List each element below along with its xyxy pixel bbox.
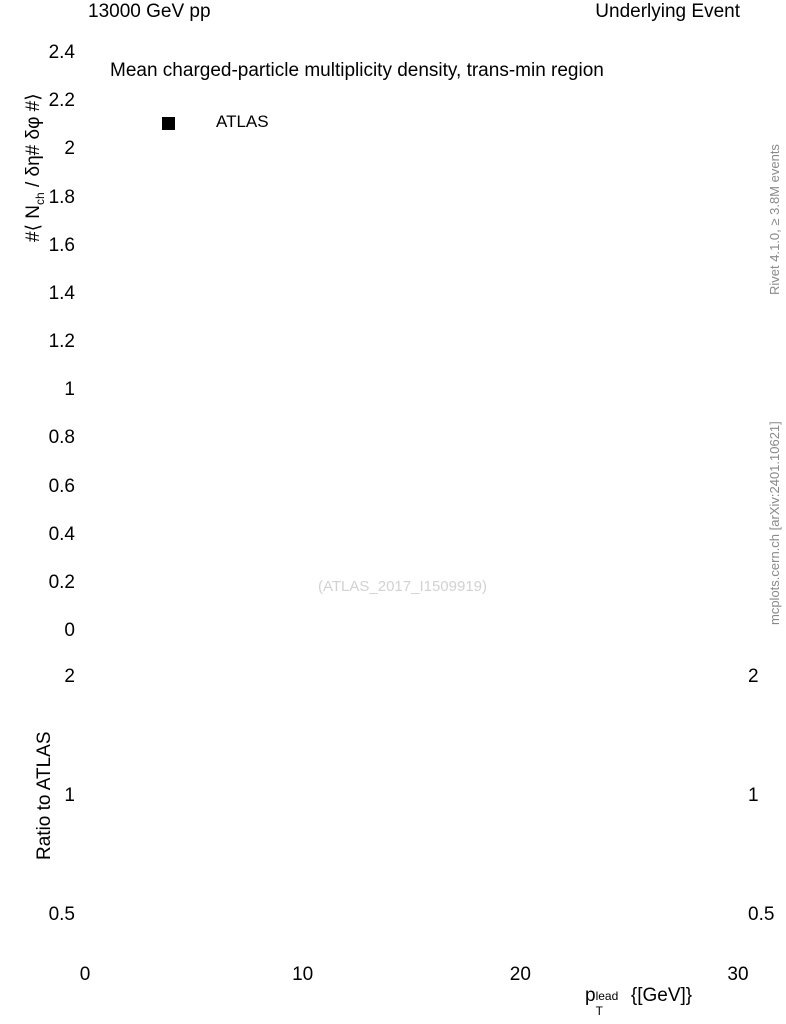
header-analysis-category: Underlying Event bbox=[595, 1, 740, 22]
legend-label-0: ATLAS bbox=[216, 112, 269, 131]
main-ytick-0.8: 0.8 bbox=[48, 427, 75, 449]
xlabel-p: p bbox=[585, 985, 596, 1006]
xlabel-sup-lead: lead bbox=[595, 989, 619, 1003]
xlabel-sub-t: T bbox=[595, 1004, 603, 1018]
analysis-id-watermark: (ATLAS_2017_I1509919) bbox=[318, 578, 488, 595]
main-plot-title: Mean charged-particle multiplicity densi… bbox=[110, 60, 604, 81]
xtick-20: 20 bbox=[509, 964, 531, 985]
main-ytick-1.8: 1.8 bbox=[48, 186, 75, 208]
main-ytick-1.4: 1.4 bbox=[48, 282, 75, 304]
main-ytick-1.6: 1.6 bbox=[48, 234, 75, 256]
main-ytick-0.6: 0.6 bbox=[48, 475, 75, 497]
xtick-30: 30 bbox=[727, 964, 749, 985]
ratio-ytick-right-0.5: 0.5 bbox=[748, 903, 775, 925]
ratio-ytick-right-1: 1 bbox=[748, 785, 759, 807]
main-ytick-0: 0 bbox=[64, 620, 75, 641]
main-ytick-2.2: 2.2 bbox=[48, 90, 75, 112]
xtick-10: 10 bbox=[292, 964, 314, 985]
main-ytick-1: 1 bbox=[64, 379, 75, 401]
main-ytick-2.4: 2.4 bbox=[48, 42, 75, 64]
ratio-ytick-left-0.5: 0.5 bbox=[48, 903, 75, 925]
header-beam-info: 13000 GeV pp bbox=[88, 1, 211, 22]
x-axis-label: p lead T {[GeV]} bbox=[585, 985, 693, 1018]
main-ytick-0.4: 0.4 bbox=[48, 523, 75, 545]
ratio-ytick-right-2: 2 bbox=[748, 666, 759, 688]
ratio-ytick-left-2: 2 bbox=[64, 666, 75, 688]
main-ytick-0.2: 0.2 bbox=[48, 571, 75, 593]
main-ytick-1.2: 1.2 bbox=[48, 331, 75, 353]
xlabel-unit: {[GeV]} bbox=[625, 985, 693, 1006]
main-ytick-2: 2 bbox=[64, 138, 75, 160]
ratio-ytick-left-1: 1 bbox=[64, 785, 75, 807]
legend-marker-filled-square bbox=[128, 112, 212, 135]
xtick-0: 0 bbox=[79, 964, 91, 985]
